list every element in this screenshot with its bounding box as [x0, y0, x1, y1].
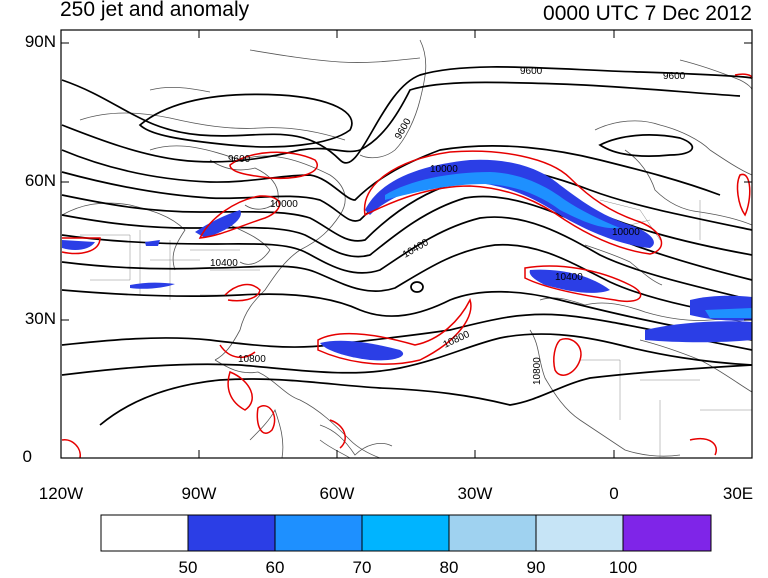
lat-label: 30N — [24, 309, 56, 328]
colorbar-bin — [274, 514, 363, 552]
contour-label: 10400 — [555, 272, 583, 283]
contour-label: 10400 — [401, 237, 431, 261]
colorbar-label: 70 — [352, 558, 372, 577]
plot-frame — [60, 29, 753, 459]
contour-label: 10400 — [210, 258, 238, 269]
lon-label: 60W — [319, 484, 355, 503]
colorbar-label: 60 — [265, 558, 285, 577]
borders — [80, 199, 752, 458]
map-title: 250 jet and anomaly — [60, 0, 250, 21]
lon-label: 0 — [609, 484, 619, 503]
lon-label: 90W — [181, 484, 217, 503]
height-contours — [61, 66, 753, 426]
colorbar-bin — [448, 514, 537, 552]
lat-label: 0 — [22, 447, 32, 466]
colorbar-label: 50 — [178, 558, 198, 577]
colorbar-label: 100 — [608, 558, 638, 577]
contour-label: 10800 — [532, 357, 543, 385]
colorbar-bin — [535, 514, 624, 552]
contour-label: 9600 — [393, 116, 414, 141]
colorbar-bin — [100, 514, 189, 552]
contour-label: 10000 — [430, 164, 458, 175]
colorbar-bin — [622, 514, 712, 552]
colorbar-label: 90 — [526, 558, 546, 577]
lon-label: 30W — [457, 484, 493, 503]
jet-fill — [62, 159, 752, 361]
anomaly-contours — [61, 73, 753, 459]
colorbar — [100, 514, 712, 552]
contour-label: 9600 — [663, 71, 686, 82]
colorbar-bin — [361, 514, 450, 552]
lat-label: 90N — [24, 32, 56, 51]
valid-time: 0000 UTC 7 Dec 2012 — [543, 2, 752, 25]
lat-label: 60N — [24, 171, 56, 190]
colorbar-label: 80 — [439, 558, 459, 577]
contour-label: 10000 — [270, 199, 298, 210]
contour-label: 10800 — [238, 354, 266, 365]
contour-label: 9600 — [520, 66, 543, 77]
lon-label: 30E — [722, 484, 754, 503]
tick-marks — [60, 30, 753, 459]
lon-label: 120W — [38, 484, 84, 503]
contour-label: 9600 — [228, 154, 251, 165]
contour-label: 10000 — [612, 227, 640, 238]
colorbar-bin — [187, 514, 276, 552]
